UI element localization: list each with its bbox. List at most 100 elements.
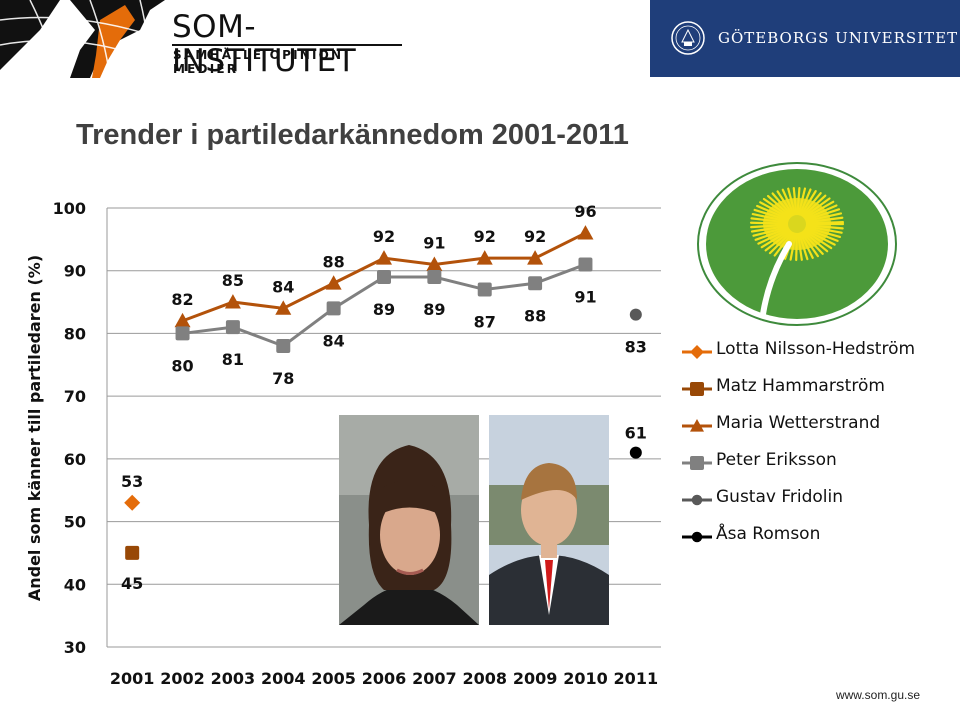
data-label: 81 bbox=[222, 350, 244, 369]
legend-label: Peter Eriksson bbox=[716, 450, 837, 470]
university-name: GÖTEBORGS UNIVERSITET bbox=[718, 29, 959, 47]
legend-marker-icon bbox=[682, 345, 712, 359]
data-point bbox=[427, 269, 442, 284]
portrait-photo-woman bbox=[339, 415, 479, 625]
x-tick-label: 2006 bbox=[362, 669, 407, 688]
legend-label: Åsa Romson bbox=[716, 524, 821, 544]
legend-marker-icon bbox=[682, 456, 712, 470]
series-markers bbox=[124, 225, 642, 560]
data-point bbox=[577, 225, 594, 240]
data-point bbox=[224, 294, 241, 309]
y-tick-label: 70 bbox=[64, 387, 86, 406]
y-tick-label: 40 bbox=[64, 575, 86, 594]
y-tick-label: 30 bbox=[64, 638, 86, 657]
data-label: 83 bbox=[625, 338, 647, 357]
legend-item: Åsa Romson bbox=[678, 521, 958, 558]
chart-legend: Lotta Nilsson-Hedström Matz Hammarström Ma… bbox=[678, 336, 958, 558]
data-point bbox=[476, 250, 493, 265]
data-point bbox=[225, 320, 240, 335]
data-label: 53 bbox=[121, 472, 143, 491]
x-tick-label: 2001 bbox=[110, 669, 155, 688]
data-label: 82 bbox=[171, 290, 193, 309]
data-label: 45 bbox=[121, 574, 143, 593]
data-label: 84 bbox=[323, 331, 345, 350]
legend-marker bbox=[690, 345, 704, 359]
legend-marker-icon bbox=[682, 531, 712, 543]
y-tick-label: 50 bbox=[64, 513, 86, 532]
miljopartiet-logo-icon bbox=[697, 162, 897, 326]
data-point bbox=[477, 282, 492, 297]
legend-label: Lotta Nilsson-Hedström bbox=[716, 339, 916, 359]
data-point bbox=[326, 301, 341, 316]
y-tick-label: 100 bbox=[53, 199, 86, 218]
legend-item: Matz Hammarström bbox=[678, 373, 958, 410]
legend-item: Gustav Fridolin bbox=[678, 484, 958, 521]
university-seal-icon bbox=[671, 21, 705, 55]
som-subtitle: SAMHÄLLE OPINION MEDIER bbox=[173, 48, 344, 76]
legend-marker-icon bbox=[682, 419, 712, 432]
data-label: 92 bbox=[373, 227, 395, 246]
data-label: 87 bbox=[474, 313, 496, 332]
legend-marker bbox=[690, 456, 704, 470]
legend-item: Maria Wetterstrand bbox=[678, 410, 958, 447]
data-point bbox=[175, 326, 190, 341]
data-label: 96 bbox=[574, 202, 596, 221]
data-label: 80 bbox=[171, 356, 193, 375]
legend-marker bbox=[691, 531, 703, 543]
legend-marker bbox=[691, 494, 703, 506]
chart-title: Trender i partiledarkännedom 2001-2011 bbox=[76, 119, 629, 151]
data-point bbox=[325, 275, 342, 290]
data-label: 89 bbox=[423, 300, 445, 319]
x-tick-label: 2004 bbox=[261, 669, 306, 688]
y-tick-label: 90 bbox=[64, 262, 86, 281]
data-label: 78 bbox=[272, 369, 294, 388]
data-labels: 53 45 82 85 84 88 92 91 92 92 96 80 81 78 84 89 89 87 88 91… bbox=[121, 202, 647, 593]
y-axis-label: Andel som känner till partiledaren (%) bbox=[25, 255, 44, 601]
som-title: SOM-INSTITUTET bbox=[172, 9, 357, 79]
y-tick-label: 80 bbox=[64, 324, 86, 343]
x-tick-label: 2010 bbox=[563, 669, 608, 688]
footer-url[interactable]: www.som.gu.se bbox=[835, 688, 920, 702]
data-point bbox=[376, 250, 392, 265]
data-point bbox=[124, 494, 141, 511]
x-tick-label: 2011 bbox=[614, 669, 659, 688]
data-point bbox=[275, 300, 292, 315]
x-tick-label: 2007 bbox=[412, 669, 457, 688]
legend-marker-icon bbox=[682, 382, 712, 396]
legend-label: Maria Wetterstrand bbox=[716, 413, 881, 433]
y-axis-ticks: 30 40 50 60 70 80 90 100 bbox=[53, 199, 86, 657]
data-point bbox=[174, 312, 191, 328]
data-point bbox=[629, 446, 642, 459]
legend-marker bbox=[690, 382, 704, 396]
legend-item: Peter Eriksson bbox=[678, 447, 958, 484]
y-tick-label: 60 bbox=[64, 450, 86, 469]
data-label: 84 bbox=[272, 277, 294, 296]
logo-divider bbox=[172, 44, 402, 46]
data-point bbox=[629, 308, 642, 321]
data-point bbox=[426, 256, 443, 271]
data-label: 92 bbox=[524, 227, 546, 246]
legend-marker bbox=[690, 419, 704, 432]
legend-marker-icon bbox=[682, 494, 712, 506]
data-point bbox=[276, 338, 291, 353]
x-tick-label: 2008 bbox=[462, 669, 507, 688]
portrait-photo-man bbox=[489, 415, 609, 625]
legend-label: Matz Hammarström bbox=[716, 376, 885, 396]
data-label: 85 bbox=[222, 271, 244, 290]
x-tick-label: 2005 bbox=[311, 669, 356, 688]
university-banner: GÖTEBORGS UNIVERSITET bbox=[650, 0, 960, 77]
data-point bbox=[527, 250, 544, 265]
x-tick-label: 2003 bbox=[211, 669, 256, 688]
data-label: 61 bbox=[625, 424, 647, 443]
data-label: 88 bbox=[323, 252, 345, 271]
data-point bbox=[578, 257, 593, 272]
data-label: 91 bbox=[423, 233, 445, 252]
data-point bbox=[377, 269, 391, 284]
x-tick-label: 2009 bbox=[513, 669, 558, 688]
x-axis-ticks: 2001 2002 2003 2004 2005 2006 2007 2008 2009 2010… bbox=[110, 669, 658, 688]
legend-label: Gustav Fridolin bbox=[716, 487, 844, 507]
data-label: 88 bbox=[524, 306, 546, 325]
nordic-map-icon bbox=[0, 0, 165, 78]
som-institutet-logo: SOM-INSTITUTET SAMHÄLLE OPINION MEDIER bbox=[0, 0, 410, 78]
